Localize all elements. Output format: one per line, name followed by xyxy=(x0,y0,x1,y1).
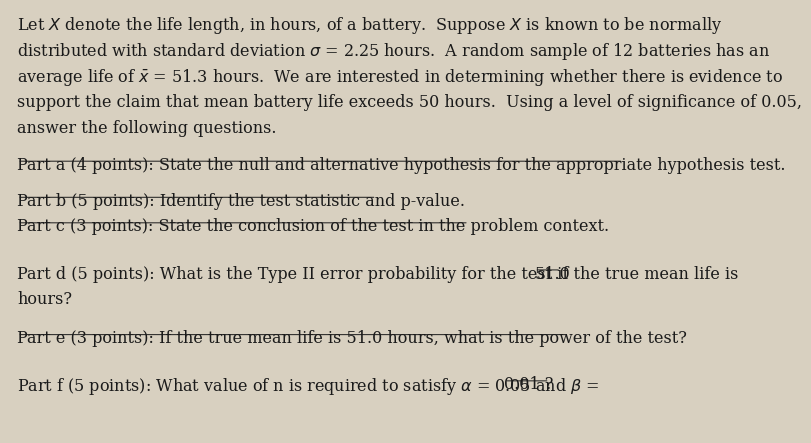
Text: distributed with standard deviation $\sigma$ = 2.25 hours.  A random sample of 1: distributed with standard deviation $\si… xyxy=(17,41,770,62)
Text: Let $X$ denote the life length, in hours, of a battery.  Suppose $X$ is known to: Let $X$ denote the life length, in hours… xyxy=(17,15,723,35)
Text: Part b (5 points): Identify the test statistic and p-value.: Part b (5 points): Identify the test sta… xyxy=(17,193,466,210)
Text: Part f (5 points): What value of n is required to satisfy $\alpha$ = 0.05 and $\: Part f (5 points): What value of n is re… xyxy=(17,377,599,397)
Text: support the claim that mean battery life exceeds 50 hours.  Using a level of sig: support the claim that mean battery life… xyxy=(17,94,802,111)
Text: average life of $\bar{x}$ = 51.3 hours.  We are interested in determining whethe: average life of $\bar{x}$ = 51.3 hours. … xyxy=(17,67,783,89)
Text: Part e (3 points): If the true mean life is 51.0 hours, what is the power of the: Part e (3 points): If the true mean life… xyxy=(17,330,687,347)
Text: Part a (4 points): State the null and alternative hypothesis for the appropriate: Part a (4 points): State the null and al… xyxy=(17,157,786,174)
Text: answer the following questions.: answer the following questions. xyxy=(17,120,277,137)
Text: 51.0: 51.0 xyxy=(534,265,570,283)
Text: Part d (5 points): What is the Type II error probability for the test if the tru: Part d (5 points): What is the Type II e… xyxy=(17,265,739,283)
Text: Part c (3 points): State the conclusion of the test in the problem context.: Part c (3 points): State the conclusion … xyxy=(17,218,609,235)
Text: hours?: hours? xyxy=(17,291,72,308)
Text: 0.01 ?: 0.01 ? xyxy=(504,377,554,393)
